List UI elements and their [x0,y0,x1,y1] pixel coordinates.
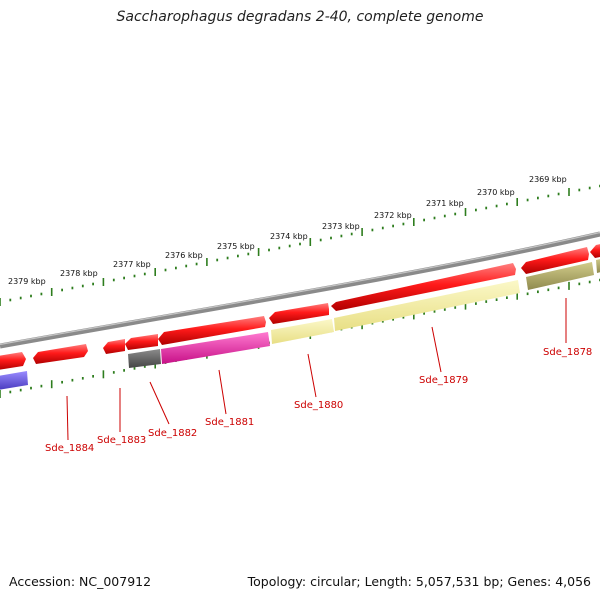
kbp-label: 2374 kbp [270,232,308,241]
gene-arrow[interactable] [125,334,158,350]
kbp-label: 2379 kbp [8,277,46,286]
kbp-tick-track-outer [0,184,600,306]
kbp-label: 2375 kbp [217,242,255,251]
kbp-label: 2372 kbp [374,211,412,220]
kbp-label: 2377 kbp [113,260,151,269]
gene-arrow[interactable] [0,352,26,370]
gene-arrow[interactable] [590,243,600,258]
gene-arrow[interactable] [521,247,589,274]
gene-label[interactable]: Sde_1884 [45,443,94,454]
genome-backbone [0,231,600,349]
gene-leader-lines [66,298,567,441]
gene-bar[interactable] [334,280,520,331]
genome-stats-label: Topology: circular; Length: 5,057,531 bp… [247,574,591,589]
gene-label[interactable]: Sde_1879 [419,375,468,386]
gene-labels: Sde_1878 Sde_1879 Sde_1880 Sde_1881 Sde_… [45,347,592,454]
reverse-strand-genes [0,258,600,390]
forward-strand-genes [0,243,600,370]
kbp-labels: 2369 kbp 2370 kbp 2371 kbp 2372 kbp 2373… [8,175,567,286]
gene-label[interactable]: Sde_1882 [148,428,197,439]
gene-arrow[interactable] [33,344,88,364]
accession-label: Accession: NC_007912 [9,574,152,589]
gene-label[interactable]: Sde_1880 [294,400,343,411]
gene-bar[interactable] [161,332,270,364]
gene-arrow[interactable] [331,263,516,311]
gene-arrow[interactable] [158,316,266,345]
gene-label[interactable]: Sde_1878 [543,347,592,358]
gene-label[interactable]: Sde_1883 [97,435,146,446]
kbp-label: 2370 kbp [477,188,515,197]
gene-arrow[interactable] [103,339,125,354]
kbp-label: 2378 kbp [60,269,98,278]
gene-bar[interactable] [0,371,28,390]
gene-bar[interactable] [128,349,161,368]
gene-label[interactable]: Sde_1881 [205,417,254,428]
genome-title: Saccharophagus degradans 2-40, complete … [116,9,484,25]
kbp-label: 2371 kbp [426,199,464,208]
gene-bar[interactable] [271,319,334,344]
kbp-label: 2369 kbp [529,175,567,184]
gene-arrow[interactable] [269,303,329,324]
gene-bar[interactable] [596,258,600,273]
kbp-label: 2376 kbp [165,251,203,260]
kbp-label: 2373 kbp [322,222,360,231]
gene-bar[interactable] [526,262,594,290]
